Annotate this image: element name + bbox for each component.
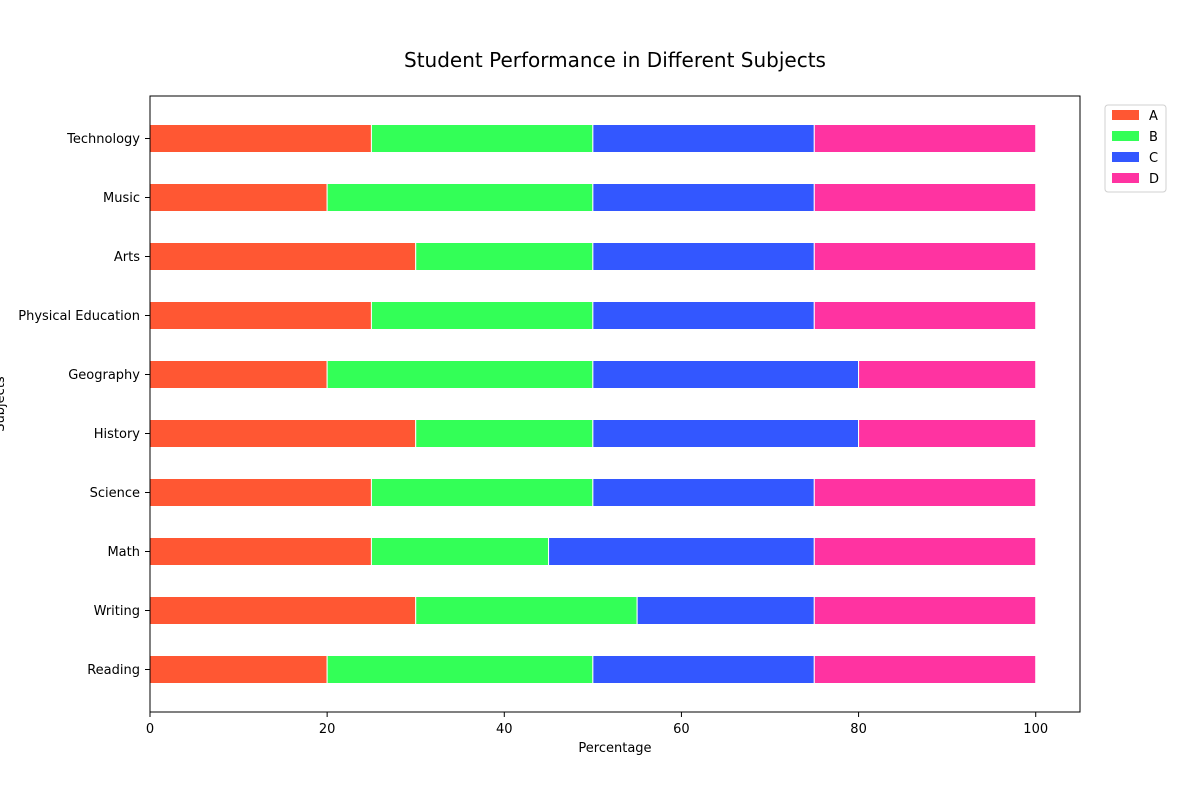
y-tick-label: Arts: [114, 250, 140, 265]
bar-math-b: [370, 537, 550, 566]
legend-frame: [1104, 104, 1167, 193]
y-tick-label: Writing: [94, 604, 140, 619]
y-tick-label: Technology: [66, 132, 140, 147]
legend-swatch-d: [1112, 173, 1139, 183]
bar-history-d: [858, 419, 1037, 448]
bar-math-c: [548, 537, 815, 566]
bar-music-c: [592, 183, 815, 212]
legend-swatch-b: [1112, 131, 1139, 141]
y-tick-label: Science: [90, 486, 140, 501]
bar-physical-education-c: [592, 301, 815, 330]
x-tick-label: 40: [496, 722, 513, 737]
y-axis-label: Subjects: [0, 376, 8, 432]
bar-history-a: [149, 419, 417, 448]
y-tick-label: Math: [107, 545, 140, 560]
bar-technology-c: [592, 124, 815, 153]
x-axis: 0 20 40 60 80 100: [146, 712, 1048, 737]
y-tick-label: Reading: [87, 663, 140, 678]
bar-math-d: [813, 537, 1037, 566]
y-tick-label: Music: [103, 191, 140, 206]
bar-writing-c: [636, 596, 815, 625]
bar-technology-a: [149, 124, 372, 153]
legend-swatch-a: [1112, 110, 1139, 120]
y-tick-label: History: [94, 427, 141, 442]
x-tick-label: 20: [319, 722, 336, 737]
x-tick-label: 80: [850, 722, 867, 737]
bar-writing-a: [149, 596, 417, 625]
legend-swatch-c: [1112, 152, 1139, 162]
legend-label-a: A: [1149, 109, 1158, 124]
bar-technology-b: [370, 124, 594, 153]
bar-reading-b: [326, 655, 594, 684]
bar-writing-b: [415, 596, 638, 625]
bar-music-a: [149, 183, 328, 212]
bar-geography-c: [592, 360, 860, 389]
bar-math-a: [149, 537, 372, 566]
x-tick-label: 60: [673, 722, 690, 737]
legend-label-b: B: [1149, 130, 1158, 145]
bar-technology-d: [813, 124, 1037, 153]
bar-science-a: [149, 478, 372, 507]
bar-geography-a: [149, 360, 328, 389]
bar-geography-d: [858, 360, 1037, 389]
bar-reading-a: [149, 655, 328, 684]
y-tick-label: Physical Education: [18, 309, 140, 324]
bar-science-c: [592, 478, 815, 507]
x-tick-label: 100: [1023, 722, 1048, 737]
bar-geography-b: [326, 360, 594, 389]
bar-physical-education-a: [149, 301, 372, 330]
legend-label-c: C: [1149, 151, 1158, 166]
bar-science-b: [370, 478, 594, 507]
bar-science-d: [813, 478, 1037, 507]
bar-music-d: [813, 183, 1037, 212]
bar-physical-education-d: [813, 301, 1037, 330]
bar-arts-b: [415, 242, 594, 271]
plot-frame: [149, 95, 1081, 713]
y-axis: Reading Writing Math Science History Geograph…: [18, 132, 150, 678]
legend-label-d: D: [1149, 172, 1159, 187]
bar-history-c: [592, 419, 860, 448]
bar-history-b: [415, 419, 594, 448]
bar-arts-d: [813, 242, 1037, 271]
bars-group: [149, 124, 1037, 684]
bar-writing-d: [813, 596, 1037, 625]
bar-music-b: [326, 183, 594, 212]
bar-reading-d: [813, 655, 1037, 684]
x-axis-label: Percentage: [578, 741, 651, 756]
x-tick-label: 0: [146, 722, 154, 737]
bar-reading-c: [592, 655, 815, 684]
y-tick-label: Geography: [68, 368, 140, 383]
bar-arts-c: [592, 242, 815, 271]
bar-arts-a: [149, 242, 417, 271]
chart-title: Student Performance in Different Subject…: [404, 48, 826, 72]
bar-physical-education-b: [370, 301, 594, 330]
